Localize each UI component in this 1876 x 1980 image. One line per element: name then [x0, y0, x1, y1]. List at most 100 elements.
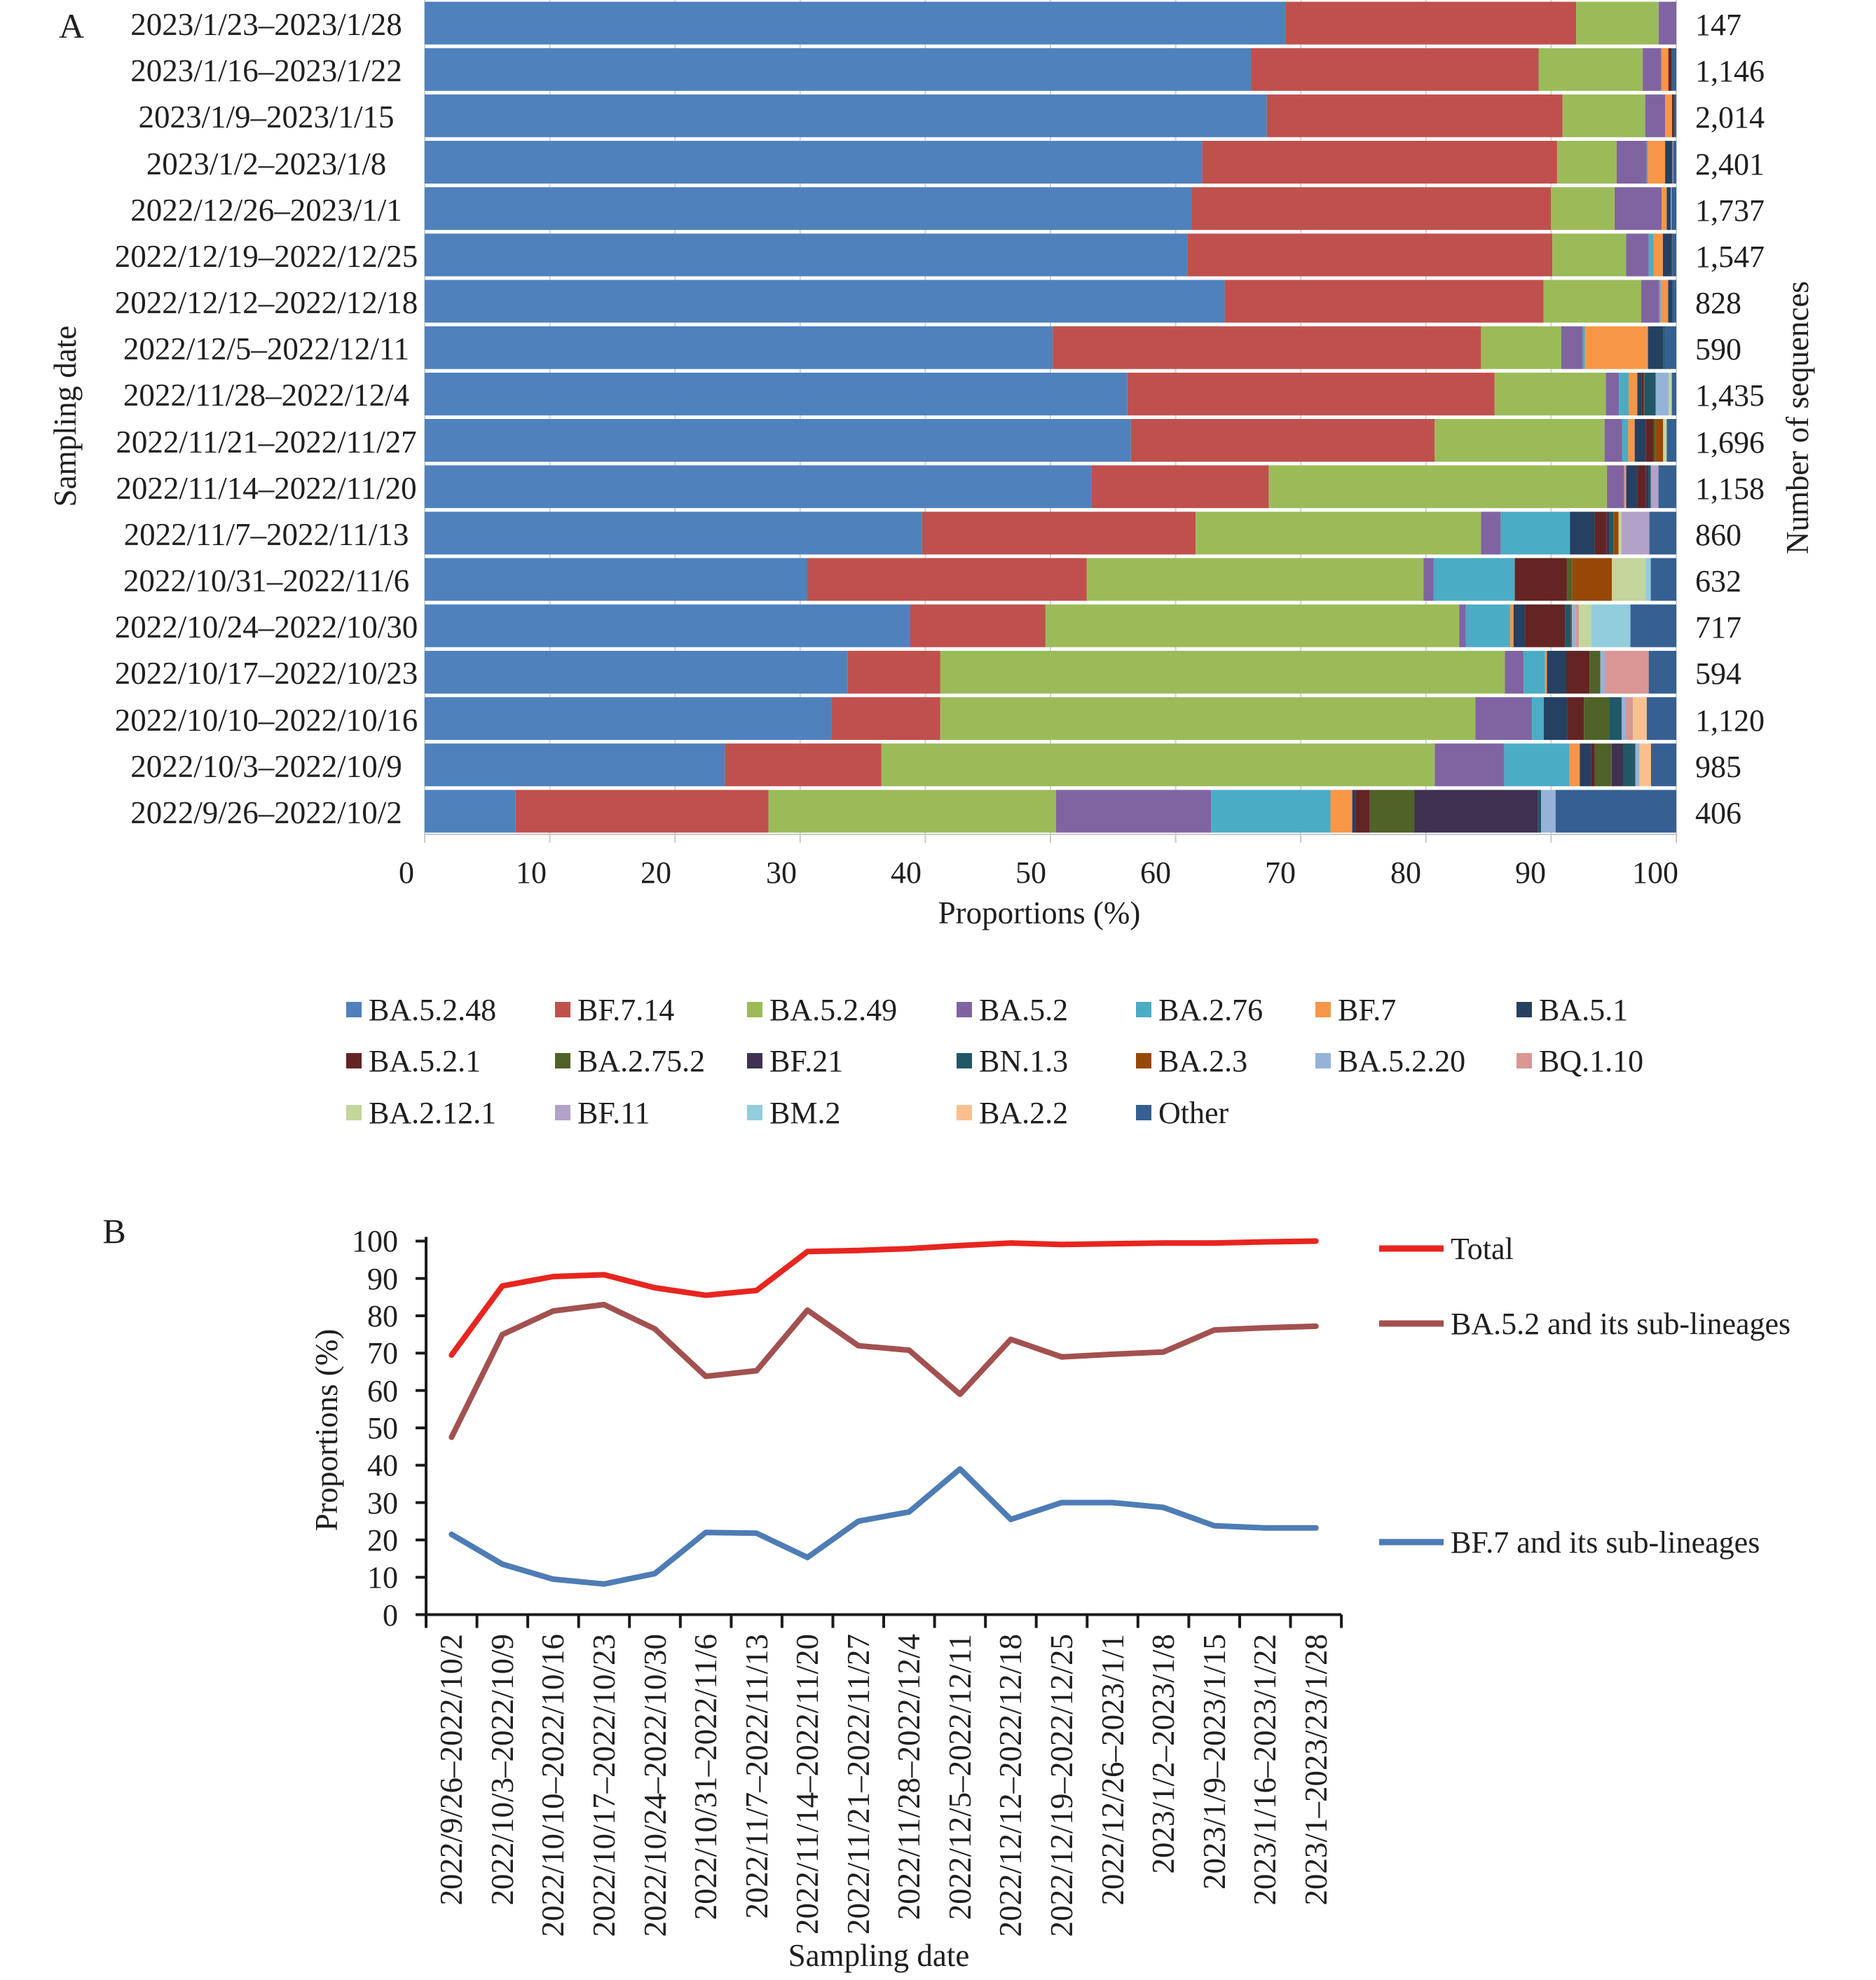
svg-text:1,120: 1,120	[1695, 703, 1765, 738]
svg-text:70: 70	[367, 1336, 398, 1370]
svg-text:2022/10/10–2022/10/16: 2022/10/10–2022/10/16	[535, 1634, 570, 1937]
svg-text:60: 60	[1140, 855, 1171, 890]
svg-text:2022/12/19–2022/12/25: 2022/12/19–2022/12/25	[1044, 1634, 1079, 1937]
svg-text:2022/11/7–2022/11/13: 2022/11/7–2022/11/13	[739, 1634, 774, 1919]
svg-text:2022/10/24–2022/10/30: 2022/10/24–2022/10/30	[115, 610, 418, 645]
svg-text:2022/10/31–2022/11/6: 2022/10/31–2022/11/6	[688, 1634, 723, 1920]
svg-text:2023/1/23–2023/1/28: 2023/1/23–2023/1/28	[130, 7, 402, 42]
svg-text:50: 50	[367, 1411, 398, 1445]
svg-text:632: 632	[1695, 564, 1741, 598]
svg-text:BA.5.2 and its sub-lineages: BA.5.2 and its sub-lineages	[1451, 1307, 1791, 1341]
svg-text:2022/12/12–2022/12/18: 2022/12/12–2022/12/18	[993, 1634, 1028, 1937]
svg-text:40: 40	[891, 855, 922, 890]
svg-text:100: 100	[1632, 855, 1678, 890]
svg-text:2022/11/21–2022/11/27: 2022/11/21–2022/11/27	[841, 1634, 876, 1934]
svg-text:2022/12/26–2023/1/1: 2022/12/26–2023/1/1	[1095, 1634, 1130, 1906]
svg-text:90: 90	[1515, 855, 1546, 890]
svg-text:2,014: 2,014	[1695, 100, 1765, 135]
svg-text:594: 594	[1695, 656, 1741, 691]
svg-text:2023/1–2023/23/1/28: 2023/1–2023/23/1/28	[1299, 1634, 1334, 1906]
svg-text:50: 50	[1015, 855, 1046, 890]
svg-text:70: 70	[1265, 855, 1296, 890]
svg-text:2022/9/26–2022/10/2: 2022/9/26–2022/10/2	[130, 795, 402, 830]
svg-text:860: 860	[1695, 518, 1741, 552]
svg-text:BA.5.2.20: BA.5.2.20	[1338, 1044, 1465, 1078]
svg-text:2022/12/26–2023/1/1: 2022/12/26–2023/1/1	[130, 193, 402, 228]
svg-text:20: 20	[641, 855, 671, 890]
svg-text:1,435: 1,435	[1695, 378, 1765, 413]
svg-text:20: 20	[367, 1523, 398, 1558]
svg-text:B: B	[102, 1211, 125, 1251]
svg-text:BA.5.2.49: BA.5.2.49	[769, 993, 897, 1027]
svg-text:100: 100	[352, 1224, 398, 1258]
svg-text:1,146: 1,146	[1695, 54, 1765, 88]
svg-text:2023/1/9–2023/1/15: 2023/1/9–2023/1/15	[138, 99, 394, 135]
svg-text:30: 30	[766, 855, 797, 890]
svg-text:Number of sequences: Number of sequences	[1780, 281, 1815, 554]
svg-text:BA.2.12.1: BA.2.12.1	[369, 1096, 496, 1130]
svg-text:BF.11: BF.11	[577, 1096, 650, 1130]
svg-text:1,158: 1,158	[1695, 472, 1765, 506]
svg-text:2022/11/28–2022/12/4: 2022/11/28–2022/12/4	[123, 378, 409, 413]
svg-text:Sampling date: Sampling date	[48, 326, 83, 507]
svg-text:BA.2.75.2: BA.2.75.2	[577, 1044, 705, 1078]
svg-text:BN.1.3: BN.1.3	[979, 1044, 1068, 1078]
svg-text:1,737: 1,737	[1695, 193, 1765, 228]
svg-text:BA.5.2.1: BA.5.2.1	[369, 1044, 481, 1078]
svg-text:Proportions (%): Proportions (%)	[309, 1329, 344, 1532]
svg-text:BA.5.2.48: BA.5.2.48	[369, 993, 496, 1027]
svg-text:985: 985	[1695, 750, 1741, 784]
svg-text:2022/10/17–2022/10/23: 2022/10/17–2022/10/23	[115, 656, 418, 691]
svg-text:2022/10/3–2022/10/9: 2022/10/3–2022/10/9	[130, 749, 402, 784]
svg-text:2023/1/2–2023/1/8: 2023/1/2–2023/1/8	[146, 146, 387, 181]
svg-text:2022/12/12–2022/12/18: 2022/12/12–2022/12/18	[115, 285, 418, 320]
svg-text:Total: Total	[1451, 1232, 1514, 1266]
svg-text:BM.2: BM.2	[769, 1096, 840, 1130]
svg-text:80: 80	[367, 1299, 398, 1333]
svg-text:A: A	[59, 6, 84, 46]
svg-text:2023/1/9–2023/1/15: 2023/1/9–2023/1/15	[1197, 1634, 1232, 1890]
svg-text:40: 40	[367, 1448, 398, 1483]
svg-text:BA.5.1: BA.5.1	[1539, 993, 1628, 1027]
svg-text:1,696: 1,696	[1695, 425, 1765, 460]
svg-text:2022/11/7–2022/11/13: 2022/11/7–2022/11/13	[124, 517, 409, 552]
svg-text:2022/11/14–2022/11/20: 2022/11/14–2022/11/20	[790, 1634, 825, 1934]
svg-text:BA.2.76: BA.2.76	[1158, 993, 1263, 1027]
svg-text:2022/12/19–2022/12/25: 2022/12/19–2022/12/25	[115, 239, 418, 274]
svg-text:Other: Other	[1158, 1096, 1229, 1130]
svg-text:717: 717	[1695, 610, 1741, 645]
svg-text:30: 30	[367, 1486, 398, 1520]
svg-text:2023/1/16–2023/1/22: 2023/1/16–2023/1/22	[1247, 1634, 1282, 1906]
svg-text:147: 147	[1695, 8, 1741, 42]
svg-text:2022/10/24–2022/10/30: 2022/10/24–2022/10/30	[638, 1634, 673, 1937]
svg-text:BF.7.14: BF.7.14	[577, 993, 674, 1027]
svg-text:2022/10/31–2022/11/6: 2022/10/31–2022/11/6	[123, 563, 409, 598]
svg-text:2023/1/16–2023/1/22: 2023/1/16–2023/1/22	[130, 53, 402, 88]
svg-text:2023/1/2–2023/1/8: 2023/1/2–2023/1/8	[1146, 1634, 1181, 1874]
svg-text:BF.21: BF.21	[769, 1044, 843, 1078]
svg-text:2022/9/26–2022/10/2: 2022/9/26–2022/10/2	[434, 1634, 469, 1906]
svg-text:2022/10/10–2022/10/16: 2022/10/10–2022/10/16	[115, 703, 418, 738]
svg-text:Proportions (%): Proportions (%)	[938, 895, 1141, 930]
svg-text:1,547: 1,547	[1695, 240, 1765, 274]
svg-text:0: 0	[399, 855, 414, 890]
svg-text:2022/12/5–2022/12/11: 2022/12/5–2022/12/11	[943, 1634, 978, 1920]
svg-text:0: 0	[383, 1598, 398, 1632]
svg-text:BA.2.2: BA.2.2	[979, 1096, 1068, 1130]
svg-text:Sampling date: Sampling date	[788, 1938, 970, 1973]
svg-text:828: 828	[1695, 286, 1741, 320]
svg-text:2022/12/5–2022/12/11: 2022/12/5–2022/12/11	[123, 331, 409, 366]
svg-text:10: 10	[516, 855, 547, 890]
svg-text:590: 590	[1695, 332, 1741, 366]
svg-text:10: 10	[367, 1560, 398, 1595]
svg-text:2022/11/14–2022/11/20: 2022/11/14–2022/11/20	[116, 471, 416, 506]
svg-text:2022/11/28–2022/12/4: 2022/11/28–2022/12/4	[891, 1634, 926, 1920]
svg-text:2022/10/3–2022/10/9: 2022/10/3–2022/10/9	[485, 1634, 520, 1906]
svg-text:BA.5.2: BA.5.2	[979, 993, 1068, 1027]
svg-text:BF.7: BF.7	[1338, 993, 1396, 1027]
svg-text:90: 90	[367, 1262, 398, 1296]
svg-text:80: 80	[1390, 855, 1421, 890]
svg-text:2,401: 2,401	[1695, 147, 1765, 181]
svg-text:60: 60	[367, 1374, 398, 1408]
svg-text:406: 406	[1695, 796, 1741, 830]
